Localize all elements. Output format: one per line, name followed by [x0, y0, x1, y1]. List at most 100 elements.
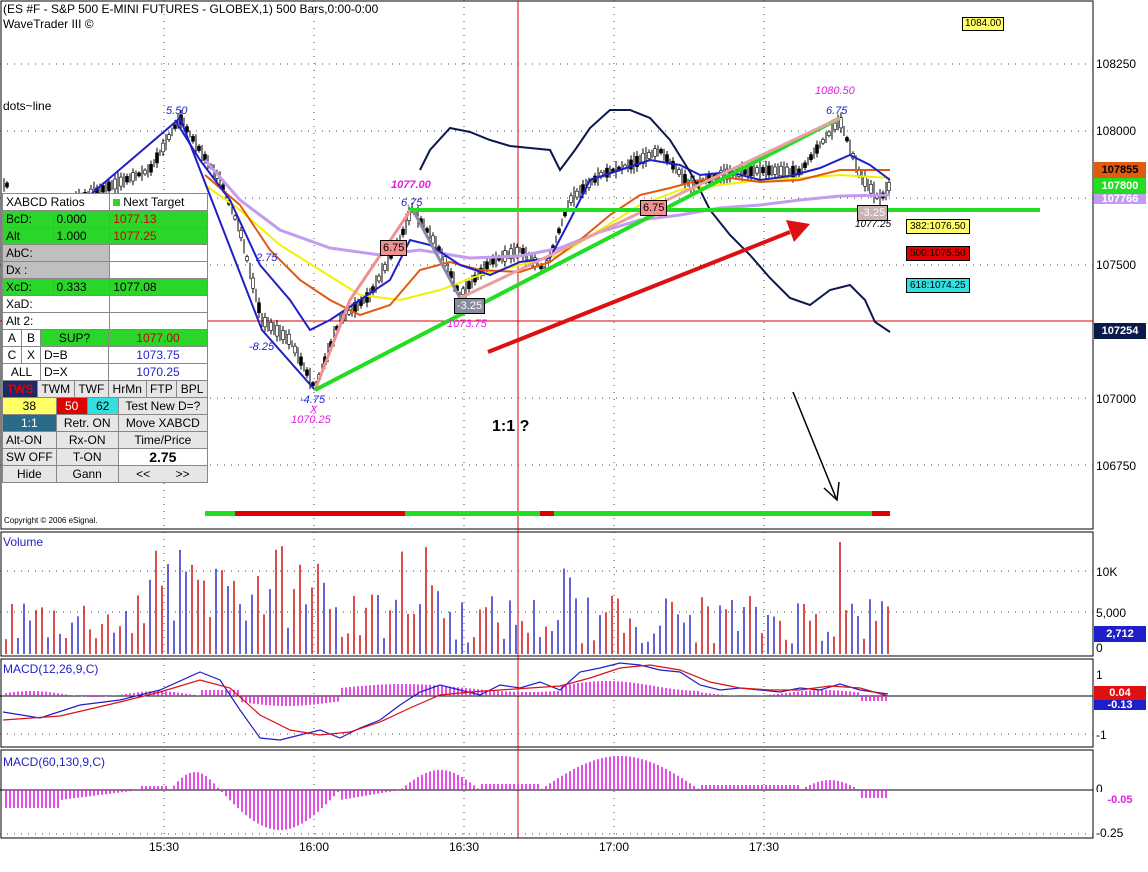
point-b-button[interactable]: B: [21, 329, 41, 347]
volume-axis-label: 5,000: [1096, 606, 1127, 620]
price-bar-body: [683, 174, 687, 185]
db-label: D=B: [40, 346, 109, 364]
price-bar-body: [833, 122, 837, 130]
price-bar-body: [677, 169, 681, 175]
tws-button[interactable]: TWS: [2, 380, 38, 398]
ratio-label: XaD:: [1, 295, 111, 313]
price-bar-body: [743, 169, 747, 175]
macd1-axis-label: -1: [1096, 728, 1107, 742]
ratio-label: Alt 2:: [1, 312, 111, 330]
prev-button[interactable]: <<: [136, 467, 151, 481]
price-bar-body: [125, 176, 129, 183]
price-bar-body: [779, 166, 783, 177]
all-button[interactable]: ALL: [2, 363, 41, 381]
macd1-box-blue: -0.13: [1094, 700, 1146, 710]
price-bar-body: [803, 162, 807, 169]
price-bar-body: [761, 167, 765, 174]
ratio-target: [109, 312, 208, 330]
point-x-button[interactable]: X: [21, 346, 41, 364]
db-value: 1073.75: [108, 346, 208, 364]
ratio-question: 1:1 ?: [492, 418, 530, 435]
price-bar-body: [293, 345, 297, 354]
ma-purple: [203, 159, 891, 260]
study-label: dots~line: [3, 99, 52, 113]
price-bar-body: [263, 317, 267, 328]
t-on-button[interactable]: T-ON: [55, 448, 119, 466]
volume-title: Volume: [3, 535, 44, 549]
twf-button[interactable]: TWF: [73, 380, 109, 398]
price-bar-body: [167, 134, 171, 140]
test-new-d-button[interactable]: Test New D=?: [117, 397, 209, 415]
price-axis-label: 106750: [1096, 459, 1137, 473]
price-box-orange: 107855: [1094, 162, 1146, 178]
ratio-value: 0.333: [52, 278, 111, 296]
price-bar-body: [101, 185, 105, 193]
next-button[interactable]: >>: [175, 467, 190, 481]
price-bar-body: [653, 148, 657, 157]
fib-38-field[interactable]: 38: [2, 397, 57, 415]
down-arrow: [792, 391, 837, 499]
fib-50-field[interactable]: 50: [55, 397, 88, 415]
hide-button[interactable]: Hide: [2, 465, 57, 483]
one-to-one-button[interactable]: 1:1: [2, 414, 57, 432]
high-price-label: 1077.00: [391, 179, 431, 191]
price-bar-body: [461, 288, 465, 295]
price-bar-body: [809, 154, 813, 161]
price-bar-body: [485, 261, 489, 270]
rx-on-button[interactable]: Rx-ON: [55, 431, 119, 449]
xabcd-title: XABCD Ratios: [1, 193, 111, 211]
price-bar-body: [749, 166, 753, 177]
ratio-label: XcD:: [2, 278, 54, 296]
macd1-title: MACD(12,26,9,C): [3, 662, 99, 676]
price-bar-body: [251, 277, 255, 289]
gann-button[interactable]: Gann: [55, 465, 119, 483]
macd1-axis-label: 1: [1096, 668, 1103, 682]
price-bar-body: [239, 230, 243, 239]
trend-arrow-head: [786, 220, 810, 242]
price-bar-body: [131, 172, 135, 182]
time-axis-label: 15:30: [149, 840, 180, 854]
price-bar-body: [107, 181, 111, 192]
price-bar-body: [773, 166, 777, 175]
price-bar-body: [287, 333, 291, 345]
price-bar-body: [515, 247, 519, 256]
macd1-histogram: [5, 681, 887, 706]
price-bar-body: [509, 248, 513, 259]
price-bar-body: [665, 154, 669, 163]
price-bar-body: [311, 382, 315, 387]
swing-label: -8.25: [249, 341, 275, 353]
green-trendline-lower: [314, 116, 841, 392]
retr-on-button[interactable]: Retr. ON: [55, 414, 119, 432]
price-bar-body: [161, 142, 165, 153]
point-c-button[interactable]: C: [2, 346, 22, 364]
sup-label: SUP?: [40, 329, 109, 347]
price-bar-body: [659, 149, 663, 154]
time-price-button[interactable]: Time/Price: [117, 431, 209, 449]
ma-blue: [174, 119, 891, 332]
hrmn-button[interactable]: HrMn: [107, 380, 147, 398]
twm-button[interactable]: TWM: [36, 380, 75, 398]
macd2-histogram: [5, 756, 887, 830]
price-bar-body: [233, 215, 237, 220]
time-axis-label: 16:30: [449, 840, 480, 854]
macd1-panel-frame: [0, 658, 1094, 748]
move-xabcd-button[interactable]: Move XABCD: [117, 414, 209, 432]
alt-on-button[interactable]: Alt-ON: [2, 431, 57, 449]
ratio-target: 1077.25: [109, 227, 208, 245]
price-bar-body: [257, 302, 261, 314]
price-bar-body: [467, 281, 471, 290]
fib-62-field[interactable]: 62: [86, 397, 119, 415]
volume-axis-label: 10K: [1096, 565, 1118, 579]
macd2-panel-frame: [0, 749, 1094, 839]
price-bar-body: [821, 139, 825, 144]
price-bar-body: [377, 275, 381, 282]
sw-off-button[interactable]: SW OFF: [2, 448, 57, 466]
price-bar-body: [641, 153, 645, 164]
price-bar-body: [119, 176, 123, 187]
price-bar-body: [827, 131, 831, 136]
ftp-button[interactable]: FTP: [145, 380, 178, 398]
ratio-value: 1.000: [52, 227, 111, 245]
bpl-button[interactable]: BPL: [176, 380, 208, 398]
point-a-button[interactable]: A: [2, 329, 22, 347]
sup-value: 1077.00: [108, 329, 208, 347]
